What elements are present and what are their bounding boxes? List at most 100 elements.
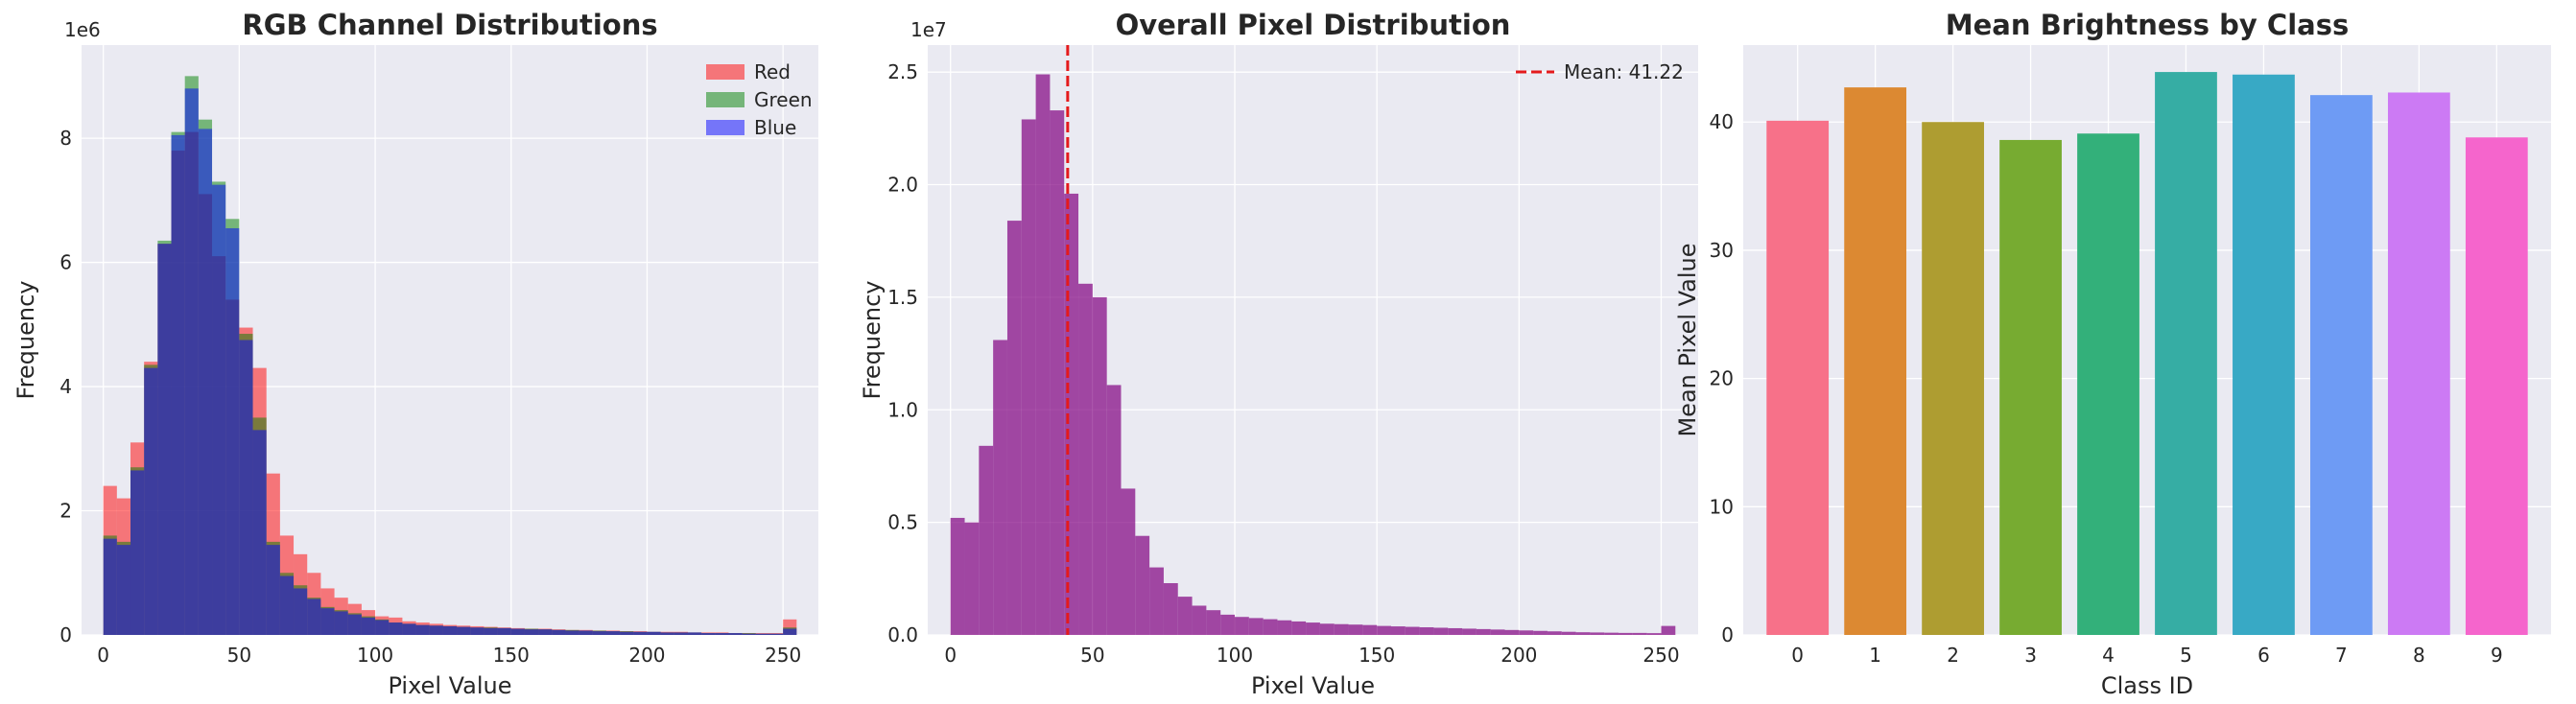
bar — [1433, 627, 1449, 635]
bar — [1035, 74, 1051, 636]
series-overall — [950, 74, 1676, 636]
bar — [1590, 632, 1605, 635]
bar — [979, 445, 994, 635]
y-offset-label: 1e7 — [910, 18, 947, 41]
x-tick-label: 0 — [944, 644, 957, 667]
bar — [1619, 632, 1633, 635]
x-tick-label: 7 — [2335, 644, 2348, 667]
chart-title: Mean Brightness by Class — [1946, 9, 2349, 41]
bar-blue — [484, 627, 498, 635]
bar-blue — [742, 633, 756, 635]
bar — [1163, 583, 1178, 635]
bar-blue — [184, 88, 199, 635]
bar-blue — [552, 629, 566, 635]
bar-blue — [524, 629, 539, 635]
bar-blue — [768, 633, 784, 635]
bar-class-0 — [1766, 120, 1830, 635]
bar — [1533, 630, 1548, 635]
bar-blue — [389, 622, 403, 635]
x-tick-label: 50 — [1080, 644, 1104, 667]
y-tick-label: 8 — [59, 127, 72, 150]
bar — [950, 517, 965, 635]
y-tick-label: 10 — [1710, 495, 1734, 518]
x-tick-label: 6 — [2257, 644, 2270, 667]
chart-title: Overall Pixel Distribution — [1116, 9, 1511, 41]
legend: Red Green Blue — [706, 60, 813, 139]
bar-blue — [565, 630, 579, 635]
bar-blue — [252, 430, 267, 635]
y-tick-label: 20 — [1710, 367, 1734, 390]
bar — [1462, 628, 1477, 635]
series-blue — [103, 88, 797, 636]
bar — [1575, 632, 1591, 635]
bar — [1092, 296, 1107, 635]
bar — [1547, 631, 1562, 635]
y-tick-label: 0.5 — [887, 511, 918, 534]
bar-blue — [157, 244, 172, 635]
x-tick-label: 100 — [1217, 644, 1253, 667]
x-tick-label: 2 — [1947, 644, 1959, 667]
x-tick-label: 9 — [2491, 644, 2503, 667]
bar-blue — [116, 545, 131, 635]
y-tick-label: 0 — [1721, 623, 1734, 646]
bar — [1277, 620, 1292, 635]
bar — [1248, 618, 1264, 635]
bar — [1050, 110, 1065, 636]
bar-blue — [442, 625, 458, 635]
bar — [1334, 623, 1349, 635]
x-tick-label: 250 — [765, 644, 801, 667]
bar-blue — [728, 633, 743, 635]
bar — [1106, 385, 1122, 635]
legend-label-green: Green — [754, 88, 813, 111]
bar-blue — [633, 631, 648, 635]
legend-label-blue: Blue — [754, 116, 796, 139]
bar — [1646, 633, 1662, 635]
panel-1: 0 50 100 150 200 250 0 2 4 6 8 1e6 RGB Channel Distr… — [12, 9, 818, 699]
bar — [1235, 617, 1249, 635]
bar-class-3 — [1999, 139, 2062, 635]
y-tick-label: 2.5 — [887, 60, 918, 83]
bar — [1263, 619, 1278, 635]
bar-class-1 — [1844, 87, 1907, 635]
bar-blue — [701, 633, 716, 635]
y-tick-label: 6 — [59, 251, 72, 274]
bar — [964, 522, 980, 635]
legend-swatch-red — [706, 64, 744, 80]
x-tick-label: 200 — [628, 644, 665, 667]
bar — [1078, 283, 1093, 635]
chart-title: RGB Channel Distributions — [242, 9, 657, 41]
x-tick-label: 50 — [227, 644, 251, 667]
bar-class-6 — [2233, 74, 2295, 635]
bar-class-5 — [2155, 72, 2217, 635]
x-tick-label: 8 — [2413, 644, 2425, 667]
bar — [1348, 624, 1363, 635]
y-tick-label: 40 — [1710, 110, 1734, 133]
bar-blue — [470, 627, 484, 635]
bar-blue — [279, 575, 295, 635]
bar — [1006, 221, 1022, 635]
y-offset-label: 1e6 — [64, 18, 101, 41]
bar — [1419, 627, 1434, 635]
bar — [1519, 630, 1534, 635]
x-tick-label: 1 — [1869, 644, 1881, 667]
y-tick-label: 0 — [59, 623, 72, 646]
bar-blue — [198, 129, 213, 636]
bar-blue — [755, 633, 769, 635]
x-tick-label: 4 — [2102, 644, 2115, 667]
bar — [1319, 623, 1335, 635]
panel-3: 0 1 2 3 4 5 6 7 8 9 0 10 20 30 40 Mean Brightness by Cl… — [1674, 9, 2551, 699]
bar — [1405, 626, 1420, 635]
bar — [1448, 627, 1463, 635]
bar-blue — [620, 631, 634, 635]
x-tick-label: 200 — [1501, 644, 1537, 667]
bar-blue — [402, 623, 416, 635]
bar-blue — [225, 227, 240, 635]
bar — [1377, 625, 1391, 635]
x-tick-label: 250 — [1642, 644, 1679, 667]
bar-blue — [103, 538, 117, 635]
bar-blue — [171, 134, 185, 636]
bar-blue — [375, 620, 390, 635]
bar-blue — [687, 632, 702, 635]
y-axis-label: Frequency — [12, 281, 39, 400]
